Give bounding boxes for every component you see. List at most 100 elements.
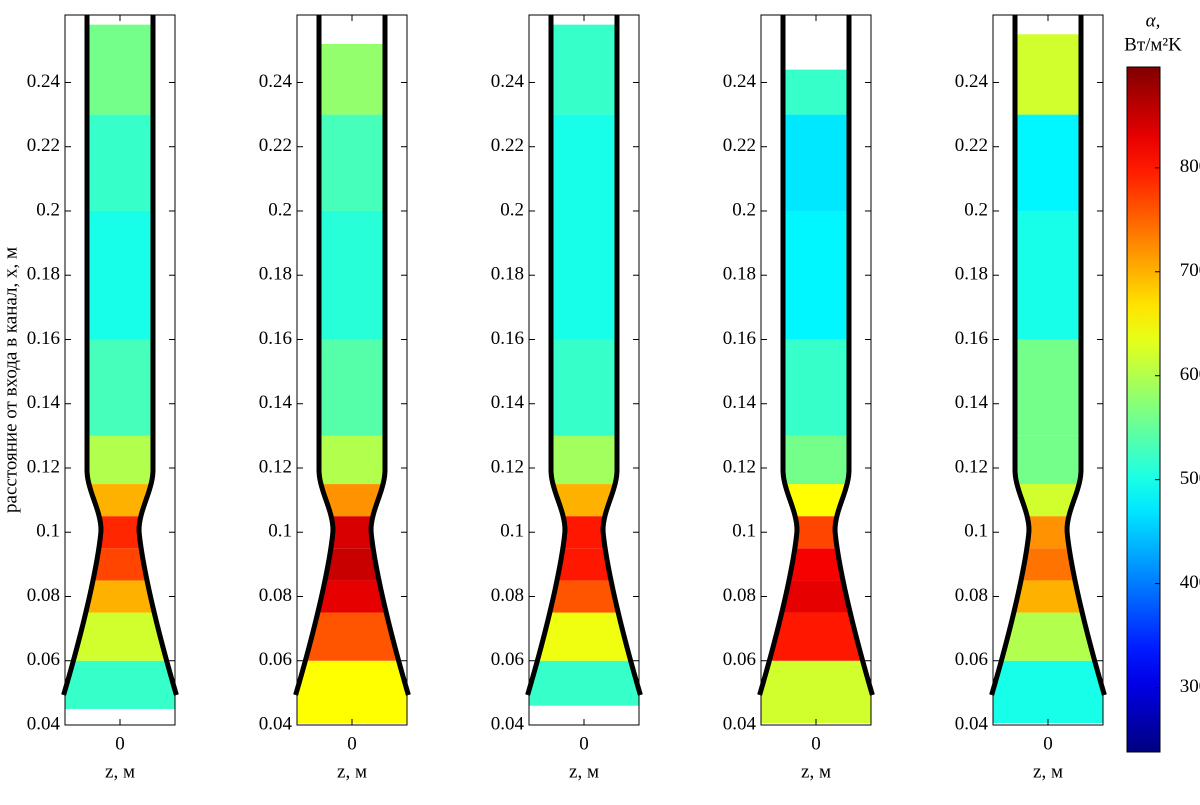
heat-band [65, 435, 175, 485]
channel-wall [600, 15, 643, 696]
y-tick-label: 0.24 [955, 71, 989, 92]
colorbar-tick-label: 800 [1180, 156, 1200, 177]
heat-band [529, 484, 639, 517]
heat-band [65, 548, 175, 581]
channel-wall [757, 15, 800, 696]
heat-band [297, 435, 407, 485]
heat-band [65, 210, 175, 340]
x-tick-label: 0 [811, 733, 821, 754]
heat-band [297, 484, 407, 517]
y-tick-label: 0.22 [955, 135, 988, 156]
heat-band [761, 548, 871, 581]
y-tick-label: 0.06 [259, 649, 292, 670]
y-tick-label: 0.24 [259, 71, 293, 92]
channel-wall [525, 15, 568, 696]
channel-wall [61, 15, 104, 696]
y-tick-label: 0.14 [259, 392, 293, 413]
colorbar-tick-label: 600 [1180, 364, 1200, 385]
heat-band [993, 114, 1103, 211]
y-tick-label: 0.16 [27, 328, 60, 349]
y-tick-label: 0.04 [27, 713, 61, 734]
heat-band [297, 516, 407, 549]
heat-band [761, 580, 871, 613]
colorbar-tick-label: 500 [1180, 468, 1200, 489]
heat-band [529, 435, 639, 485]
channel-wall [136, 15, 179, 696]
x-axis-label: z, м [1033, 761, 1063, 782]
y-tick-label: 0.08 [955, 585, 988, 606]
heat-band [297, 660, 407, 723]
colorbar-tick-label: 300 [1180, 676, 1200, 697]
y-tick-label: 0.04 [259, 713, 293, 734]
heat-band [65, 484, 175, 517]
heat-band [297, 114, 407, 211]
y-tick-label: 0.18 [259, 264, 292, 285]
y-tick-label: 0.16 [955, 328, 988, 349]
heat-band [65, 114, 175, 211]
y-tick-label: 0.22 [259, 135, 292, 156]
colorbar-tick-label: 700 [1180, 260, 1200, 281]
y-tick-label: 0.1 [732, 521, 756, 542]
y-tick-label: 0.16 [491, 328, 524, 349]
heat-band [65, 24, 175, 115]
y-tick-label: 0.1 [500, 521, 524, 542]
heat-band [529, 210, 639, 340]
y-tick-label: 0.2 [36, 199, 60, 220]
y-tick-label: 0.24 [723, 71, 757, 92]
y-tick-label: 0.24 [491, 71, 525, 92]
heat-band [761, 516, 871, 549]
y-tick-label: 0.06 [491, 649, 524, 670]
y-tick-label: 0.1 [964, 521, 988, 542]
y-tick-label: 0.08 [723, 585, 756, 606]
channel-wall [1064, 15, 1107, 696]
heat-band [993, 516, 1103, 549]
y-tick-label: 0.2 [268, 199, 292, 220]
heat-band [297, 210, 407, 340]
heat-band [529, 516, 639, 549]
colorbar-title: α, [1146, 10, 1161, 31]
heat-band [529, 660, 639, 706]
y-tick-label: 0.24 [27, 71, 61, 92]
y-tick-label: 0.2 [964, 199, 988, 220]
heat-band [993, 34, 1103, 115]
x-tick-label: 0 [347, 733, 357, 754]
channel-wall [368, 15, 411, 696]
heat-band [761, 339, 871, 436]
heat-band [993, 580, 1103, 613]
colorbar-title: Вт/м²K [1124, 34, 1182, 55]
heat-band [297, 339, 407, 436]
heat-band [65, 660, 175, 709]
y-tick-label: 0.22 [491, 135, 524, 156]
heat-band [993, 660, 1103, 723]
heatmap [529, 24, 639, 706]
y-tick-label: 0.16 [723, 328, 756, 349]
heat-band [761, 435, 871, 485]
heat-band [529, 548, 639, 581]
y-tick-label: 0.18 [27, 264, 60, 285]
x-axis-label: z, м [105, 761, 135, 782]
y-tick-label: 0.08 [491, 585, 524, 606]
y-tick-label: 0.14 [27, 392, 61, 413]
y-tick-label: 0.04 [955, 713, 989, 734]
colorbar-tick-label: 400 [1180, 572, 1200, 593]
channel-wall [293, 15, 336, 696]
y-tick-label: 0.1 [36, 521, 60, 542]
y-tick-label: 0.18 [955, 264, 988, 285]
y-tick-label: 0.12 [259, 456, 292, 477]
heat-band [761, 69, 871, 115]
heat-band [993, 339, 1103, 436]
y-tick-label: 0.12 [723, 456, 756, 477]
colorbar [1126, 66, 1161, 753]
x-tick-label: 0 [579, 733, 589, 754]
heat-band [993, 548, 1103, 581]
y-tick-label: 0.12 [955, 456, 988, 477]
heat-band [993, 435, 1103, 485]
heat-band [529, 580, 639, 613]
x-tick-label: 0 [115, 733, 125, 754]
heatmap [65, 24, 175, 709]
y-tick-label: 0.14 [955, 392, 989, 413]
y-tick-label: 0.06 [723, 649, 756, 670]
heat-band [297, 580, 407, 613]
heat-band [65, 516, 175, 549]
channel-wall [832, 15, 875, 696]
